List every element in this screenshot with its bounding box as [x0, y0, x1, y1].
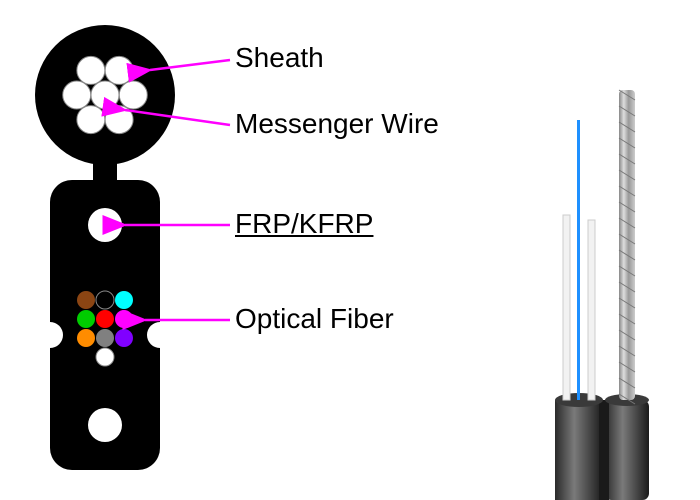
diagram-container: Sheath Messenger Wire FRP/KFRP Optical F… — [0, 0, 700, 500]
diagram-svg — [0, 0, 700, 500]
frp-label: FRP/KFRP — [235, 208, 373, 240]
cable-photo — [555, 90, 649, 500]
messenger-wire-label: Messenger Wire — [235, 108, 439, 140]
cross-section-diagram — [35, 25, 175, 470]
optical-fiber-label: Optical Fiber — [235, 303, 394, 335]
sheath-label: Sheath — [235, 42, 324, 74]
